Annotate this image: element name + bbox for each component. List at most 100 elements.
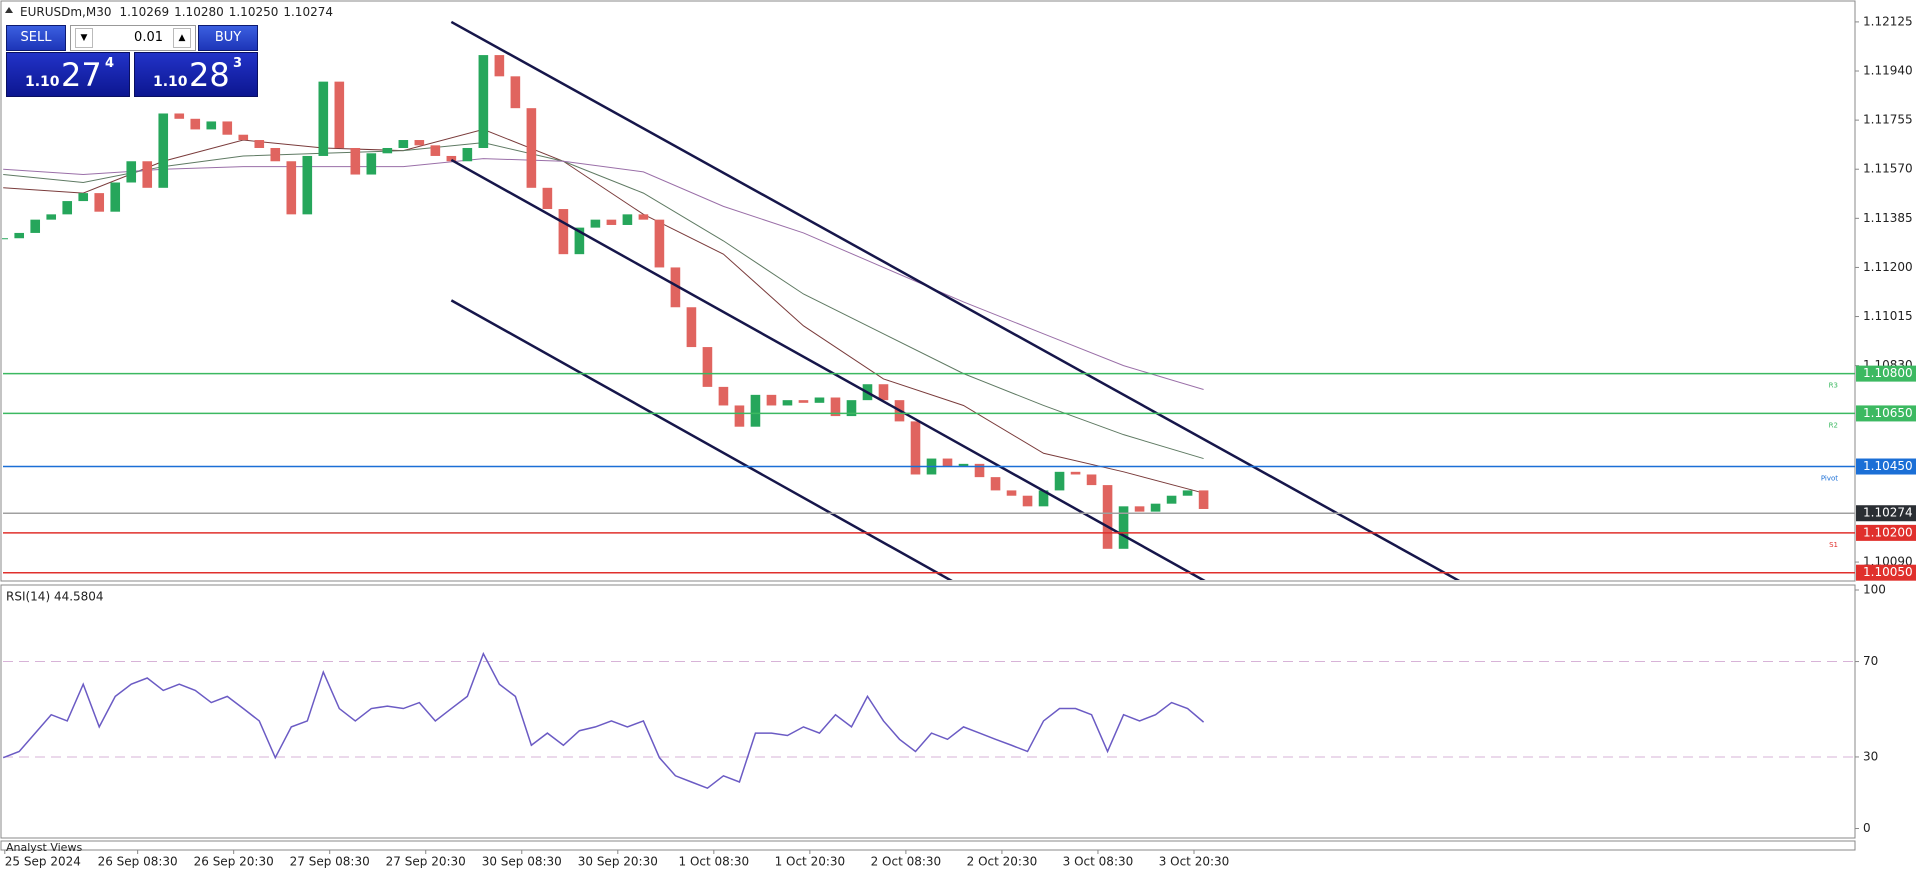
candle — [478, 55, 489, 148]
candle — [494, 55, 505, 77]
rsi-tick-label: 30 — [1863, 749, 1878, 763]
sell-button[interactable]: SELL — [6, 25, 66, 51]
x-tick-label: 2 Oct 08:30 — [871, 855, 942, 869]
candle — [94, 193, 105, 212]
candle — [1134, 506, 1145, 512]
x-tick-label: 30 Sep 08:30 — [482, 855, 562, 869]
candle — [254, 140, 265, 148]
candle — [1118, 506, 1129, 549]
candle — [334, 81, 345, 148]
price-badge-label: 1.10650 — [1863, 406, 1913, 420]
candle — [238, 134, 249, 141]
candle — [78, 193, 89, 202]
price-badge-label: 1.10450 — [1863, 459, 1913, 473]
candle — [302, 155, 313, 215]
analyst-panel — [0, 840, 1856, 851]
candle — [158, 113, 169, 188]
low: 1.10250 — [229, 5, 279, 19]
candle — [654, 219, 665, 268]
symbol: EURUSDm,M30 — [20, 5, 111, 19]
open: 1.10269 — [119, 5, 169, 19]
candle — [638, 214, 649, 220]
price-plot — [2, 20, 1461, 580]
candle — [974, 463, 985, 478]
trend-line — [450, 299, 953, 580]
ask-sup: 3 — [233, 56, 243, 71]
candle — [958, 463, 969, 467]
candle — [574, 227, 585, 255]
candle — [270, 147, 281, 162]
candle — [990, 477, 1001, 491]
candle — [1022, 495, 1033, 507]
lot-box[interactable]: ▼ 0.01 ▲ — [70, 25, 196, 51]
moving-average — [3, 142, 1204, 460]
y-tick-label: 1.11755 — [1863, 113, 1913, 127]
candle — [2, 238, 9, 240]
high: 1.10280 — [174, 5, 224, 19]
price-panel — [0, 0, 1856, 582]
candle — [110, 182, 121, 212]
level-name: S1 — [1829, 541, 1838, 549]
lot-value[interactable]: 0.01 — [134, 30, 163, 45]
collapse-icon[interactable] — [5, 7, 13, 13]
candle — [766, 394, 777, 406]
rsi-title: RSI(14) 44.5804 — [6, 590, 104, 604]
candle — [526, 108, 537, 188]
y-tick-label: 1.11200 — [1863, 260, 1913, 274]
level-name: R3 — [1829, 382, 1838, 390]
candle — [814, 397, 825, 403]
candle — [1182, 490, 1193, 496]
candle — [1070, 471, 1081, 475]
candle — [830, 397, 841, 417]
candle — [510, 76, 521, 109]
x-tick-label: 30 Sep 20:30 — [578, 855, 658, 869]
bid-sup: 4 — [105, 56, 115, 71]
candle — [846, 400, 857, 417]
price-badge-label: 1.10274 — [1863, 506, 1913, 520]
x-tick-label: 3 Oct 20:30 — [1159, 855, 1230, 869]
level-name: Pivot — [1821, 475, 1838, 483]
candle — [1166, 495, 1177, 504]
price-badge — [1856, 365, 1916, 382]
price-badge — [1856, 405, 1916, 422]
x-tick-label: 26 Sep 08:30 — [98, 855, 178, 869]
bid-main: 27 — [61, 56, 102, 94]
candle — [222, 121, 233, 135]
x-tick-label: 3 Oct 08:30 — [1063, 855, 1134, 869]
candle — [1150, 503, 1161, 512]
price-badge-label: 1.10050 — [1863, 565, 1913, 579]
rsi-tick-label: 70 — [1863, 654, 1878, 668]
x-tick-label: 26 Sep 20:30 — [194, 855, 274, 869]
candle — [1054, 471, 1065, 491]
y-tick-label: 1.11385 — [1863, 211, 1913, 225]
candle — [558, 209, 569, 255]
lot-up[interactable]: ▲ — [173, 28, 191, 48]
price-badge — [1856, 524, 1916, 541]
candle — [430, 145, 441, 156]
x-tick-label: 25 Sep 2024 — [5, 855, 81, 869]
trend-line — [450, 20, 1461, 580]
candle — [206, 121, 217, 130]
rsi-tick-label: 0 — [1863, 821, 1871, 835]
bid-box[interactable]: 1.10 27 4 — [6, 52, 130, 97]
x-tick-label: 1 Oct 20:30 — [775, 855, 846, 869]
ask-main: 28 — [189, 56, 230, 94]
candle — [126, 161, 137, 183]
candle — [446, 155, 457, 162]
candle — [286, 161, 297, 215]
buy-button[interactable]: BUY — [198, 25, 258, 51]
y-tick-label: 1.11940 — [1863, 64, 1913, 78]
candle — [910, 421, 921, 475]
x-tick-label: 1 Oct 08:30 — [679, 855, 750, 869]
candle — [542, 187, 553, 210]
lot-down[interactable]: ▼ — [75, 28, 93, 48]
moving-average — [3, 128, 1204, 494]
candle — [702, 347, 713, 387]
candle — [1038, 490, 1049, 507]
ask-box[interactable]: 1.10 28 3 — [134, 52, 258, 97]
analyst-tab[interactable]: Analyst Views — [6, 841, 82, 854]
x-tick-label: 27 Sep 20:30 — [386, 855, 466, 869]
candle — [670, 267, 681, 308]
candle — [878, 384, 889, 401]
